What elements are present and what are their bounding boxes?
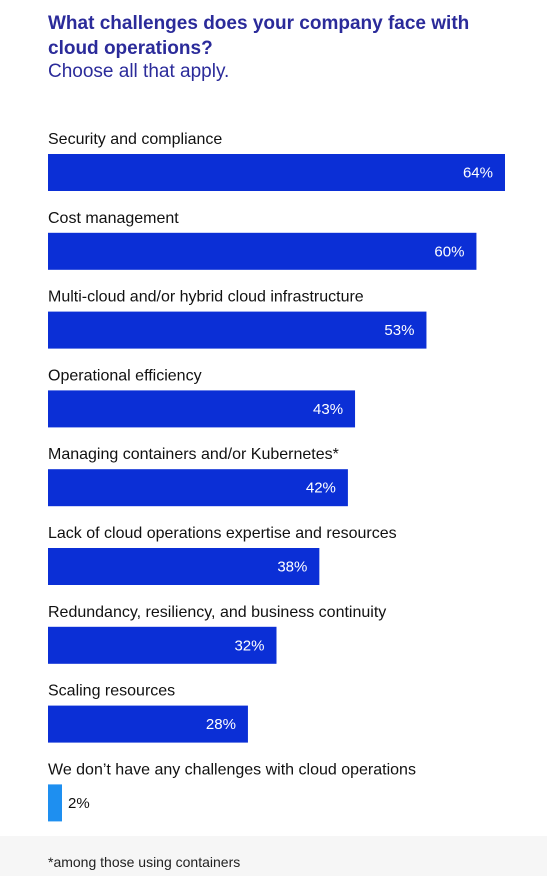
value-label: 42%	[306, 480, 336, 497]
category-label: Operational efficiency	[48, 367, 202, 384]
chart-title: What challenges does your company face w…	[48, 13, 470, 59]
bar-chart: Security and compliance 64% Cost managemen…	[48, 131, 505, 822]
category-label: Scaling resources	[48, 683, 175, 700]
value-label: 60%	[434, 243, 464, 260]
footnote-band	[0, 836, 547, 876]
category-label: Cost management	[48, 210, 179, 227]
category-label: Redundancy, resiliency, and business con…	[48, 604, 386, 621]
bar	[48, 784, 62, 822]
value-label: 28%	[206, 716, 236, 733]
category-label: Lack of cloud operations expertise and r…	[48, 525, 397, 542]
value-label: 2%	[68, 795, 90, 812]
bar	[48, 548, 320, 585]
bar	[48, 154, 505, 191]
chart-subtitle: Choose all that apply.	[48, 61, 230, 82]
value-label: 64%	[463, 165, 493, 182]
bar	[48, 705, 248, 743]
value-label: 38%	[277, 559, 307, 576]
category-label: Managing containers and/or Kubernetes*	[48, 446, 339, 463]
footnote: *among those using containers	[48, 854, 241, 870]
value-label: 43%	[313, 401, 343, 418]
value-label: 53%	[384, 322, 414, 339]
category-label: Multi-cloud and/or hybrid cloud infrastr…	[48, 289, 364, 306]
bar	[48, 311, 427, 349]
value-label: 32%	[234, 637, 264, 654]
bar	[48, 390, 356, 428]
bar	[48, 469, 348, 507]
bar	[48, 626, 277, 664]
category-label: We don’t have any challenges with cloud …	[48, 761, 416, 778]
category-label: Security and compliance	[48, 131, 222, 148]
bar	[48, 232, 477, 270]
